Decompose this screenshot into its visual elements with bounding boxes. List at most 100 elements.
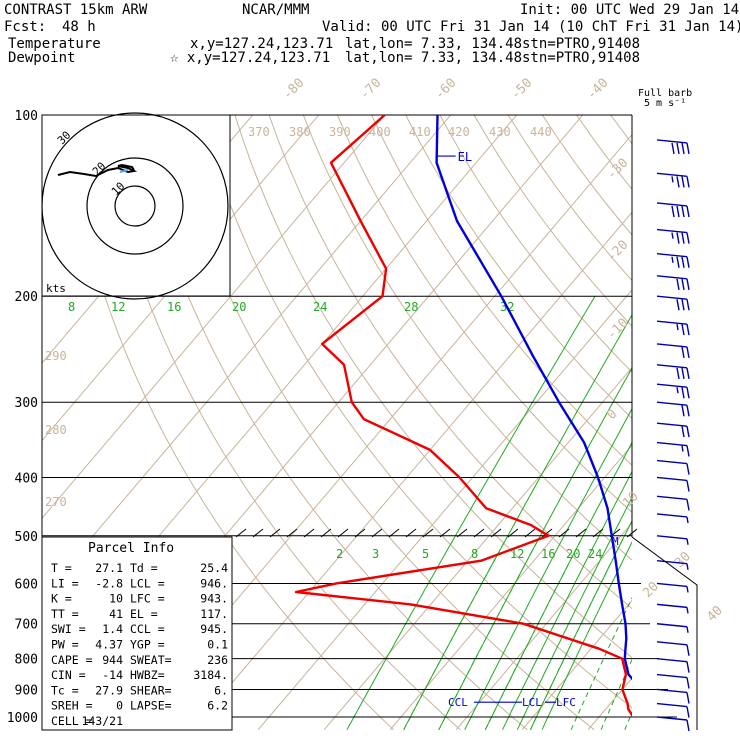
mixing-ratio-line <box>346 295 596 730</box>
wind-barb-half <box>686 538 689 545</box>
parcel-key: TT = <box>51 607 79 621</box>
wind-barb-shaft <box>656 401 688 406</box>
parcel-value: 27.9 <box>95 683 123 697</box>
wind-barb-full <box>686 324 690 336</box>
mixing-label-upper: 28 <box>404 300 418 314</box>
parcel-key2: Td = <box>130 561 158 575</box>
wind-barb-shaft <box>656 513 688 518</box>
wind-barb-full <box>676 205 680 218</box>
temperature-latlon: lat,lon= 7.33, 134.48 <box>345 36 522 52</box>
wind-barb-full <box>671 205 675 218</box>
isotherm-line <box>42 115 320 442</box>
tropopause-hatch <box>490 528 502 538</box>
tropopause-hatch <box>388 528 400 538</box>
wind-barb-full <box>676 176 680 188</box>
wind-barb-full <box>676 256 680 268</box>
wind-barb-shaft <box>656 459 688 465</box>
mixing-label-lower: 3 <box>372 547 379 561</box>
wind-barb-full <box>686 405 690 417</box>
mixing-ratio-dashed-line <box>624 711 632 730</box>
isotherm-label-top: -40 <box>584 76 611 103</box>
wind-barb-shaft <box>656 535 688 540</box>
wind-barb-shaft <box>656 603 688 609</box>
wind-barb-half <box>686 626 689 633</box>
tropopause-hatch <box>422 528 434 538</box>
dry-adiabat-line <box>610 115 632 145</box>
mixing-label-lower: 24 <box>588 547 602 561</box>
wind-barb-shaft <box>656 139 688 144</box>
wind-barb-shaft <box>656 673 688 679</box>
wind-barb-full <box>681 299 685 311</box>
parcel-key: Tc = <box>51 683 79 697</box>
parcel-key: CIN = <box>51 668 86 682</box>
dry-adiabat-line <box>405 115 632 420</box>
hodograph-unit: kts <box>46 282 66 295</box>
model-title: CONTRAST 15km ARW <box>4 2 148 18</box>
wind-barb-full <box>686 256 690 268</box>
tropopause-hatch <box>371 528 383 538</box>
tropopause-hatch <box>626 528 638 538</box>
parcel-key2: HWBZ= <box>130 668 165 682</box>
wind-barb-half <box>681 445 684 452</box>
mixing-ratio-line <box>502 470 632 730</box>
theta-label-top: 390 <box>329 125 351 139</box>
lcl-label: LCL <box>522 696 542 709</box>
wind-barb-shaft <box>656 295 688 300</box>
isotherm-line <box>191 211 632 730</box>
isotherm-line <box>42 115 386 519</box>
isotherm-line <box>521 599 632 730</box>
mixing-label-upper: 8 <box>68 300 75 314</box>
parcel-value2: 236 <box>207 653 228 667</box>
el-label: EL <box>458 150 472 164</box>
barb-title-line2: 5 m s⁻¹ <box>644 98 686 109</box>
mixing-label-lower: 8 <box>471 547 478 561</box>
wind-barb-full <box>686 346 690 359</box>
wind-barb-full <box>686 367 690 379</box>
dry-adiabat-line <box>63 115 394 730</box>
parcel-value: 143/21 <box>81 714 123 728</box>
wind-barb-full <box>681 405 685 417</box>
barb-title-line1: Full barb <box>638 88 692 99</box>
isotherm-label-top: -50 <box>508 76 535 103</box>
hodograph-trace-highlight <box>119 169 129 173</box>
tropopause-hatch <box>456 528 468 538</box>
tropopause-hatch <box>235 528 247 538</box>
tropopause-hatch <box>303 528 315 538</box>
dewpoint-latlon: lat,lon= 7.33, 134.48 <box>345 50 522 66</box>
parcel-info-title: Parcel Info <box>88 541 174 556</box>
wind-barb-full <box>686 142 690 155</box>
theta-label-top: 400 <box>369 125 391 139</box>
wind-barb-full <box>686 205 690 218</box>
dry-adiabat-line <box>131 115 528 730</box>
pressure-label-1000: 1000 <box>7 711 38 726</box>
wind-barb-full <box>686 278 690 290</box>
wind-barb-full <box>686 176 690 188</box>
parcel-key: CELL = <box>51 714 93 728</box>
dry-adiabat-line <box>302 115 632 561</box>
wind-barb-full <box>681 387 685 399</box>
wind-barb-full <box>686 480 690 492</box>
dry-adiabat-line <box>200 115 632 709</box>
wind-barb-shaft <box>656 641 688 646</box>
center-title: NCAR/MMM <box>242 2 309 18</box>
wind-barb-half <box>676 387 679 394</box>
theta-label-top: 380 <box>289 125 311 139</box>
dry-adiabat-line <box>439 115 632 373</box>
tropopause-hatch <box>558 528 570 538</box>
wind-barb-full <box>686 445 690 457</box>
wind-barb-full <box>686 499 690 511</box>
parcel-value2: 117. <box>200 607 228 621</box>
wind-barb-full <box>681 278 685 290</box>
fcst-value: 48 h <box>62 19 96 35</box>
theta-label-left: 270 <box>45 495 67 509</box>
wind-barb-shaft <box>656 228 688 234</box>
wind-barb-shaft <box>656 422 688 427</box>
tropopause-hatch <box>507 528 519 538</box>
wind-barb-shaft <box>656 716 688 721</box>
wind-barb-shaft <box>656 202 688 207</box>
mixing-label-upper: 12 <box>111 300 125 314</box>
isotherm-label-right: -20 <box>604 238 631 265</box>
wind-barb-half <box>676 324 679 331</box>
wind-barb-full <box>681 232 685 244</box>
